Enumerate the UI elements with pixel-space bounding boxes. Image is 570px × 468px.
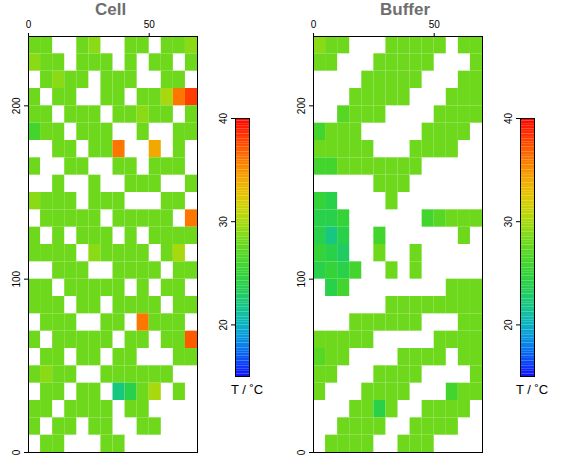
- svg-text:40: 40: [503, 113, 514, 125]
- svg-text:200: 200: [296, 97, 307, 114]
- svg-text:100: 100: [296, 270, 307, 287]
- svg-text:100: 100: [11, 270, 22, 287]
- html-text:Buffer: Buffer: [380, 0, 431, 19]
- html-text:T / ˚C: T / ˚C: [516, 382, 549, 397]
- svg-text:40: 40: [218, 113, 229, 125]
- svg-text:0: 0: [26, 19, 32, 30]
- svg-text:200: 200: [11, 97, 22, 114]
- svg-text:20: 20: [218, 319, 229, 331]
- svg-text:30: 30: [503, 216, 514, 228]
- svg-text:50: 50: [429, 19, 441, 30]
- svg-text:0: 0: [296, 449, 307, 455]
- svg-text:0: 0: [311, 19, 317, 30]
- svg-text:30: 30: [218, 216, 229, 228]
- svg-text:50: 50: [144, 19, 156, 30]
- svg-text:20: 20: [503, 319, 514, 331]
- html-text:T / ˚C: T / ˚C: [231, 382, 264, 397]
- svg-text:0: 0: [11, 449, 22, 455]
- html-text:Cell: Cell: [95, 0, 127, 19]
